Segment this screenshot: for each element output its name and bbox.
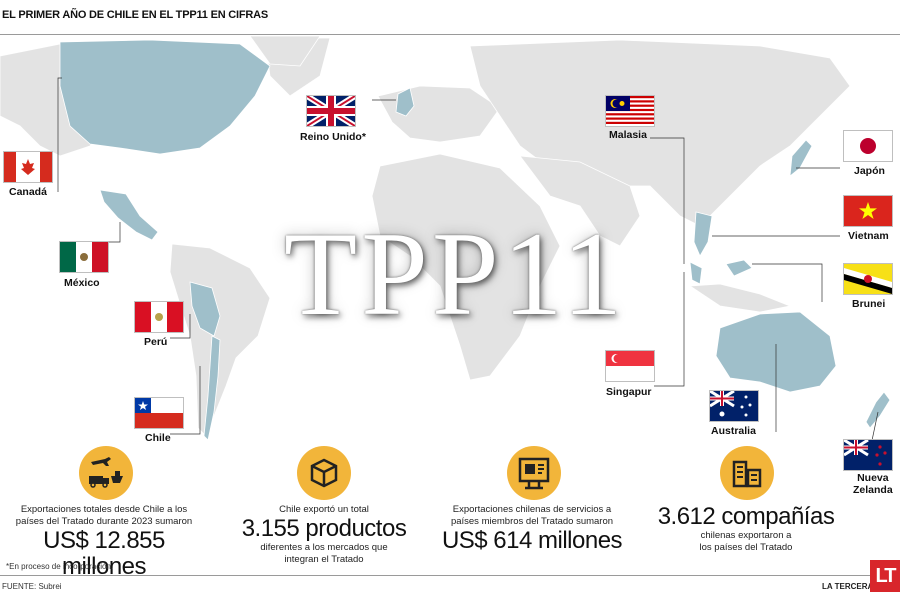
label-peru: Perú bbox=[144, 336, 168, 348]
stat-services-value: US$ 614 millones bbox=[441, 527, 623, 554]
label-vietnam: Vietnam bbox=[848, 230, 889, 242]
stat-products-line2: diferentes a los mercados que bbox=[260, 542, 388, 553]
flag-australia bbox=[709, 390, 759, 422]
malaysia-flag-icon bbox=[605, 95, 655, 127]
peru-flag-icon bbox=[134, 301, 184, 333]
stat-companies-line1: chilenas exportaron a bbox=[700, 530, 792, 541]
flag-chile bbox=[134, 397, 184, 429]
flag-uk bbox=[306, 95, 356, 127]
flag-malaysia bbox=[605, 95, 655, 127]
australia-flag-icon bbox=[709, 390, 759, 422]
japan-flag-icon bbox=[843, 130, 893, 162]
flag-japan bbox=[843, 130, 893, 162]
new-zealand-flag-icon bbox=[843, 439, 893, 471]
label-uk: Reino Unido* bbox=[300, 131, 366, 143]
label-canada: Canadá bbox=[9, 186, 47, 198]
stat-total-exports-line2: países del Tratado durante 2023 sumaron bbox=[15, 516, 193, 527]
footnote: *En proceso de incorporación. bbox=[6, 562, 114, 571]
package-icon bbox=[297, 446, 351, 500]
header-rule bbox=[0, 34, 900, 35]
label-new-zealand-line1: Nueva bbox=[857, 472, 889, 484]
flag-peru bbox=[134, 301, 184, 333]
stat-products-line1: Chile exportó un total bbox=[279, 504, 369, 515]
stat-total-exports-line1: Exportaciones totales desde Chile a los bbox=[20, 504, 188, 515]
stat-services-line1: Exportaciones chilenas de servicios a bbox=[452, 504, 612, 515]
stat-products-line3: integran el Tratado bbox=[284, 554, 364, 565]
stat-services-line2: países miembros del Tratado sumaron bbox=[450, 516, 614, 527]
brand-name: LA TERCERA bbox=[822, 582, 874, 591]
footer-rule bbox=[0, 575, 900, 576]
source-credit: FUENTE: Subrei bbox=[2, 582, 62, 591]
label-singapore: Singapur bbox=[606, 386, 652, 398]
transport-icon bbox=[79, 446, 133, 500]
label-japan: Japón bbox=[854, 165, 885, 177]
flag-canada bbox=[3, 151, 53, 183]
page-title: EL PRIMER AÑO DE CHILE EN EL TPP11 EN CI… bbox=[2, 9, 269, 21]
flag-singapore bbox=[605, 350, 655, 382]
label-brunei: Brunei bbox=[852, 298, 886, 310]
stat-companies: 3.612 compañías chilenas exportaron a lo… bbox=[646, 504, 846, 554]
stats-row: Exportaciones totales desde Chile a los … bbox=[0, 446, 900, 580]
label-australia: Australia bbox=[711, 425, 756, 437]
stat-companies-line2: los países del Tratado bbox=[699, 542, 793, 553]
services-icon bbox=[507, 446, 561, 500]
brunei-flag-icon bbox=[843, 263, 893, 295]
stat-products-value: 3.155 productos bbox=[241, 515, 407, 542]
flag-mexico bbox=[59, 241, 109, 273]
stat-total-exports-value: US$ 12.855 millones bbox=[43, 527, 165, 580]
stat-products: Chile exportó un total 3.155 productos d… bbox=[224, 504, 424, 566]
chile-flag-icon bbox=[134, 397, 184, 429]
world-map-graphic bbox=[0, 35, 891, 451]
label-new-zealand: Nueva Zelanda bbox=[853, 472, 893, 496]
vietnam-flag-icon bbox=[843, 195, 893, 227]
tpp11-watermark: TPP11 bbox=[283, 207, 627, 340]
flag-brunei bbox=[843, 263, 893, 295]
la-tercera-logo: LT bbox=[870, 560, 900, 592]
buildings-icon bbox=[720, 446, 774, 500]
flag-new-zealand bbox=[843, 439, 893, 471]
label-new-zealand-line2: Zelanda bbox=[853, 484, 893, 496]
singapore-flag-icon bbox=[605, 350, 655, 382]
stat-total-exports: Exportaciones totales desde Chile a los … bbox=[4, 504, 204, 580]
label-mexico: México bbox=[64, 277, 100, 289]
stat-companies-value: 3.612 compañías bbox=[657, 503, 835, 530]
header: EL PRIMER AÑO DE CHILE EN EL TPP11 EN CI… bbox=[0, 0, 900, 36]
label-malaysia: Malasia bbox=[609, 129, 647, 141]
world-map: TPP11 bbox=[0, 35, 900, 451]
label-chile: Chile bbox=[145, 432, 171, 444]
flag-vietnam bbox=[843, 195, 893, 227]
mexico-flag-icon bbox=[59, 241, 109, 273]
canada-flag-icon bbox=[3, 151, 53, 183]
stat-services: Exportaciones chilenas de servicios a pa… bbox=[432, 504, 632, 554]
uk-flag-icon bbox=[306, 95, 356, 127]
